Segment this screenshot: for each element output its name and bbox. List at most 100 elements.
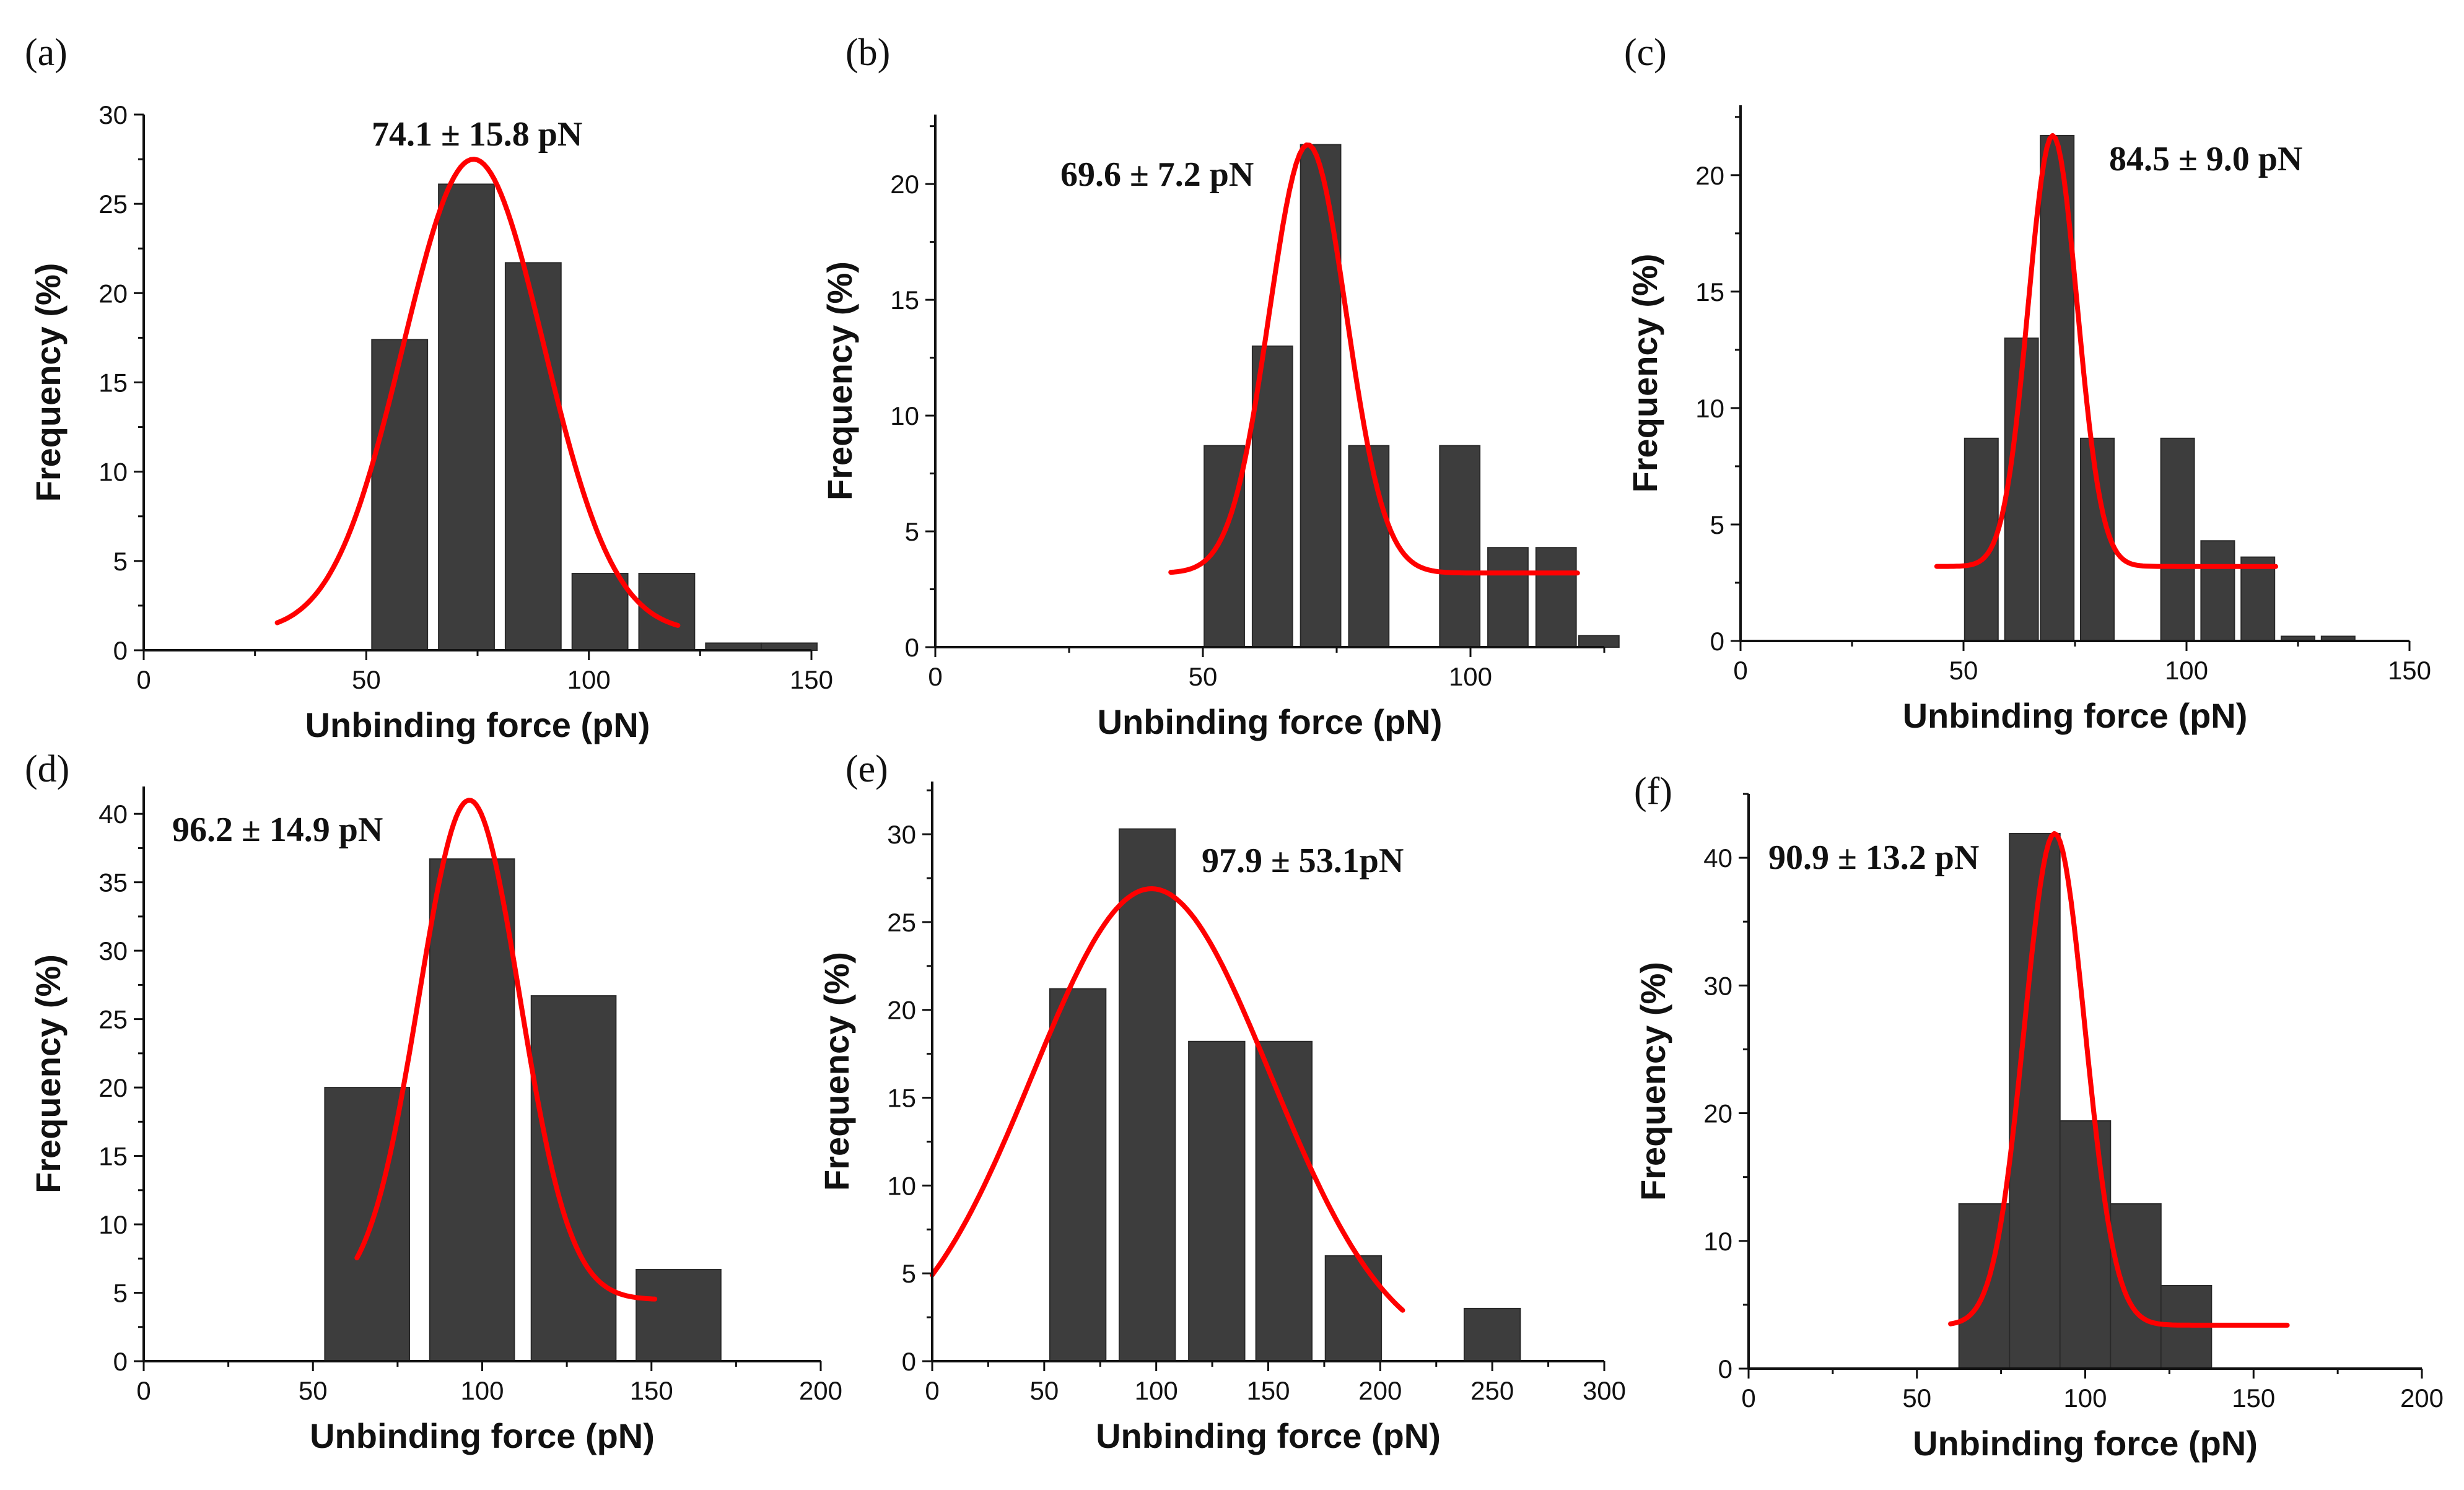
- histogram-bar: [504, 262, 562, 651]
- y-axis-title: Frequency (%): [817, 952, 856, 1191]
- x-tick-label: 50: [1949, 656, 1978, 685]
- x-axis-title: Unbinding force (pN): [1098, 702, 1443, 741]
- gaussian-fit-curve: [930, 886, 1405, 1313]
- x-tick-label: 150: [630, 1376, 673, 1405]
- histogram-bar: [2059, 1120, 2112, 1369]
- panel-5: 0 50 100 150 200 250 300 0 5 10 15 20 25 30 Unbinding …: [817, 748, 1626, 1455]
- x-tick-label: 0: [1741, 1383, 1755, 1413]
- fit-annotation: 90.9 ± 13.2 pN: [1768, 839, 1979, 877]
- y-tick-label: 0: [902, 1347, 916, 1376]
- x-tick-label: 100: [460, 1376, 504, 1405]
- x-tick-label: 200: [1358, 1376, 1402, 1405]
- panel-3: 0 50 100 150 0 5 10 15 20 Unbinding force (pN) Fre…: [1624, 32, 2431, 735]
- histogram-bar: [636, 1268, 722, 1362]
- panel-letter: (d): [25, 748, 69, 790]
- y-tick-label: 25: [98, 190, 128, 219]
- y-tick-label: 5: [1710, 510, 1724, 539]
- panel-letter: (e): [845, 748, 888, 790]
- x-tick-label: 250: [1470, 1376, 1514, 1405]
- y-tick-label: 5: [902, 1259, 916, 1288]
- y-tick-label: 10: [887, 1171, 916, 1200]
- panel-letter: (c): [1624, 32, 1667, 74]
- fit-annotation: 74.1 ± 15.8 pN: [372, 115, 582, 154]
- histogram-bar: [371, 339, 429, 651]
- y-tick-label: 15: [98, 1142, 128, 1171]
- x-tick-label: 100: [2063, 1383, 2107, 1413]
- y-tick-label: 0: [905, 633, 919, 662]
- y-tick-label: 35: [98, 868, 128, 897]
- y-tick-label: 5: [113, 1279, 128, 1308]
- histogram-bar: [1348, 445, 1390, 648]
- y-axis-title: Frequency (%): [28, 263, 68, 502]
- x-axis-title: Unbinding force (pN): [305, 705, 650, 744]
- x-tick-label: 0: [1733, 656, 1747, 685]
- histogram-bar: [1251, 345, 1293, 648]
- x-tick-label: 0: [925, 1376, 939, 1405]
- x-tick-label: 50: [1902, 1383, 1931, 1413]
- histogram-bar: [530, 995, 617, 1362]
- y-tick-label: 20: [98, 1073, 128, 1102]
- y-tick-label: 30: [98, 100, 128, 129]
- y-tick-label: 5: [905, 517, 919, 546]
- histogram-bar: [1118, 828, 1176, 1362]
- fit-annotation: 84.5 ± 9.0 pN: [2109, 140, 2302, 178]
- histogram-bar: [1578, 635, 1620, 648]
- y-tick-label: 25: [98, 1005, 128, 1034]
- panel-6: 0 50 100 150 200 0 10 20 30 40 Unbinding force (pN…: [1633, 770, 2444, 1463]
- histogram-bar: [1324, 1255, 1383, 1362]
- x-tick-label: 100: [567, 665, 611, 694]
- y-tick-label: 15: [98, 368, 128, 398]
- y-tick-label: 10: [98, 458, 128, 487]
- histogram-bar: [429, 858, 515, 1362]
- y-tick-label: 10: [890, 401, 919, 430]
- x-tick-label: 0: [136, 665, 151, 694]
- histogram-bar: [438, 183, 495, 651]
- y-tick-label: 15: [890, 285, 919, 315]
- x-tick-label: 50: [1189, 662, 1218, 691]
- x-tick-label: 50: [299, 1376, 328, 1405]
- y-tick-label: 15: [887, 1084, 916, 1113]
- x-tick-label: 150: [2388, 656, 2431, 685]
- histogram-bar: [1300, 144, 1342, 648]
- gaussian-fit-curve: [1948, 831, 2290, 1328]
- x-tick-label: 300: [1583, 1376, 1626, 1405]
- y-tick-label: 0: [113, 636, 128, 665]
- x-axis-title: Unbinding force (pN): [1096, 1416, 1441, 1455]
- panel-letter: (f): [1634, 770, 1672, 813]
- x-tick-label: 150: [1246, 1376, 1290, 1405]
- y-tick-label: 15: [1695, 277, 1724, 307]
- gaussian-fit-curve: [274, 157, 681, 628]
- y-tick-label: 20: [890, 170, 919, 199]
- panel-2: 0 50 100 0 5 10 15 20 Unbinding force (pN) Freque…: [820, 32, 1620, 741]
- gaussian-fit-curve: [354, 798, 658, 1302]
- y-tick-label: 20: [98, 279, 128, 308]
- y-tick-label: 5: [113, 547, 128, 576]
- histogram-bar: [1463, 1307, 1521, 1362]
- x-tick-label: 100: [2165, 656, 2208, 685]
- y-tick-label: 40: [98, 799, 128, 829]
- x-tick-label: 150: [2232, 1383, 2275, 1413]
- y-tick-label: 20: [887, 996, 916, 1025]
- y-tick-label: 30: [1703, 971, 1732, 1000]
- x-tick-label: 50: [1029, 1376, 1059, 1405]
- x-axis-title: Unbinding force (pN): [1903, 696, 2248, 735]
- histogram-bar: [2200, 540, 2235, 642]
- histogram-bar: [571, 573, 629, 651]
- x-tick-label: 200: [2400, 1383, 2444, 1413]
- histogram-bar: [1188, 1040, 1246, 1362]
- y-tick-label: 10: [1695, 394, 1724, 423]
- histogram-bar: [1439, 445, 1481, 648]
- x-tick-label: 150: [790, 665, 833, 694]
- y-tick-label: 20: [1695, 161, 1724, 190]
- x-tick-label: 0: [136, 1376, 151, 1405]
- fit-annotation: 96.2 ± 14.9 pN: [172, 811, 383, 849]
- x-tick-label: 200: [799, 1376, 842, 1405]
- y-tick-label: 30: [887, 820, 916, 849]
- histogram-bar: [1204, 445, 1245, 648]
- gaussian-fit-curve: [1168, 142, 1580, 576]
- y-tick-label: 20: [1703, 1099, 1732, 1128]
- x-tick-label: 50: [352, 665, 381, 694]
- y-tick-label: 25: [887, 908, 916, 937]
- histogram-bar: [1535, 547, 1577, 648]
